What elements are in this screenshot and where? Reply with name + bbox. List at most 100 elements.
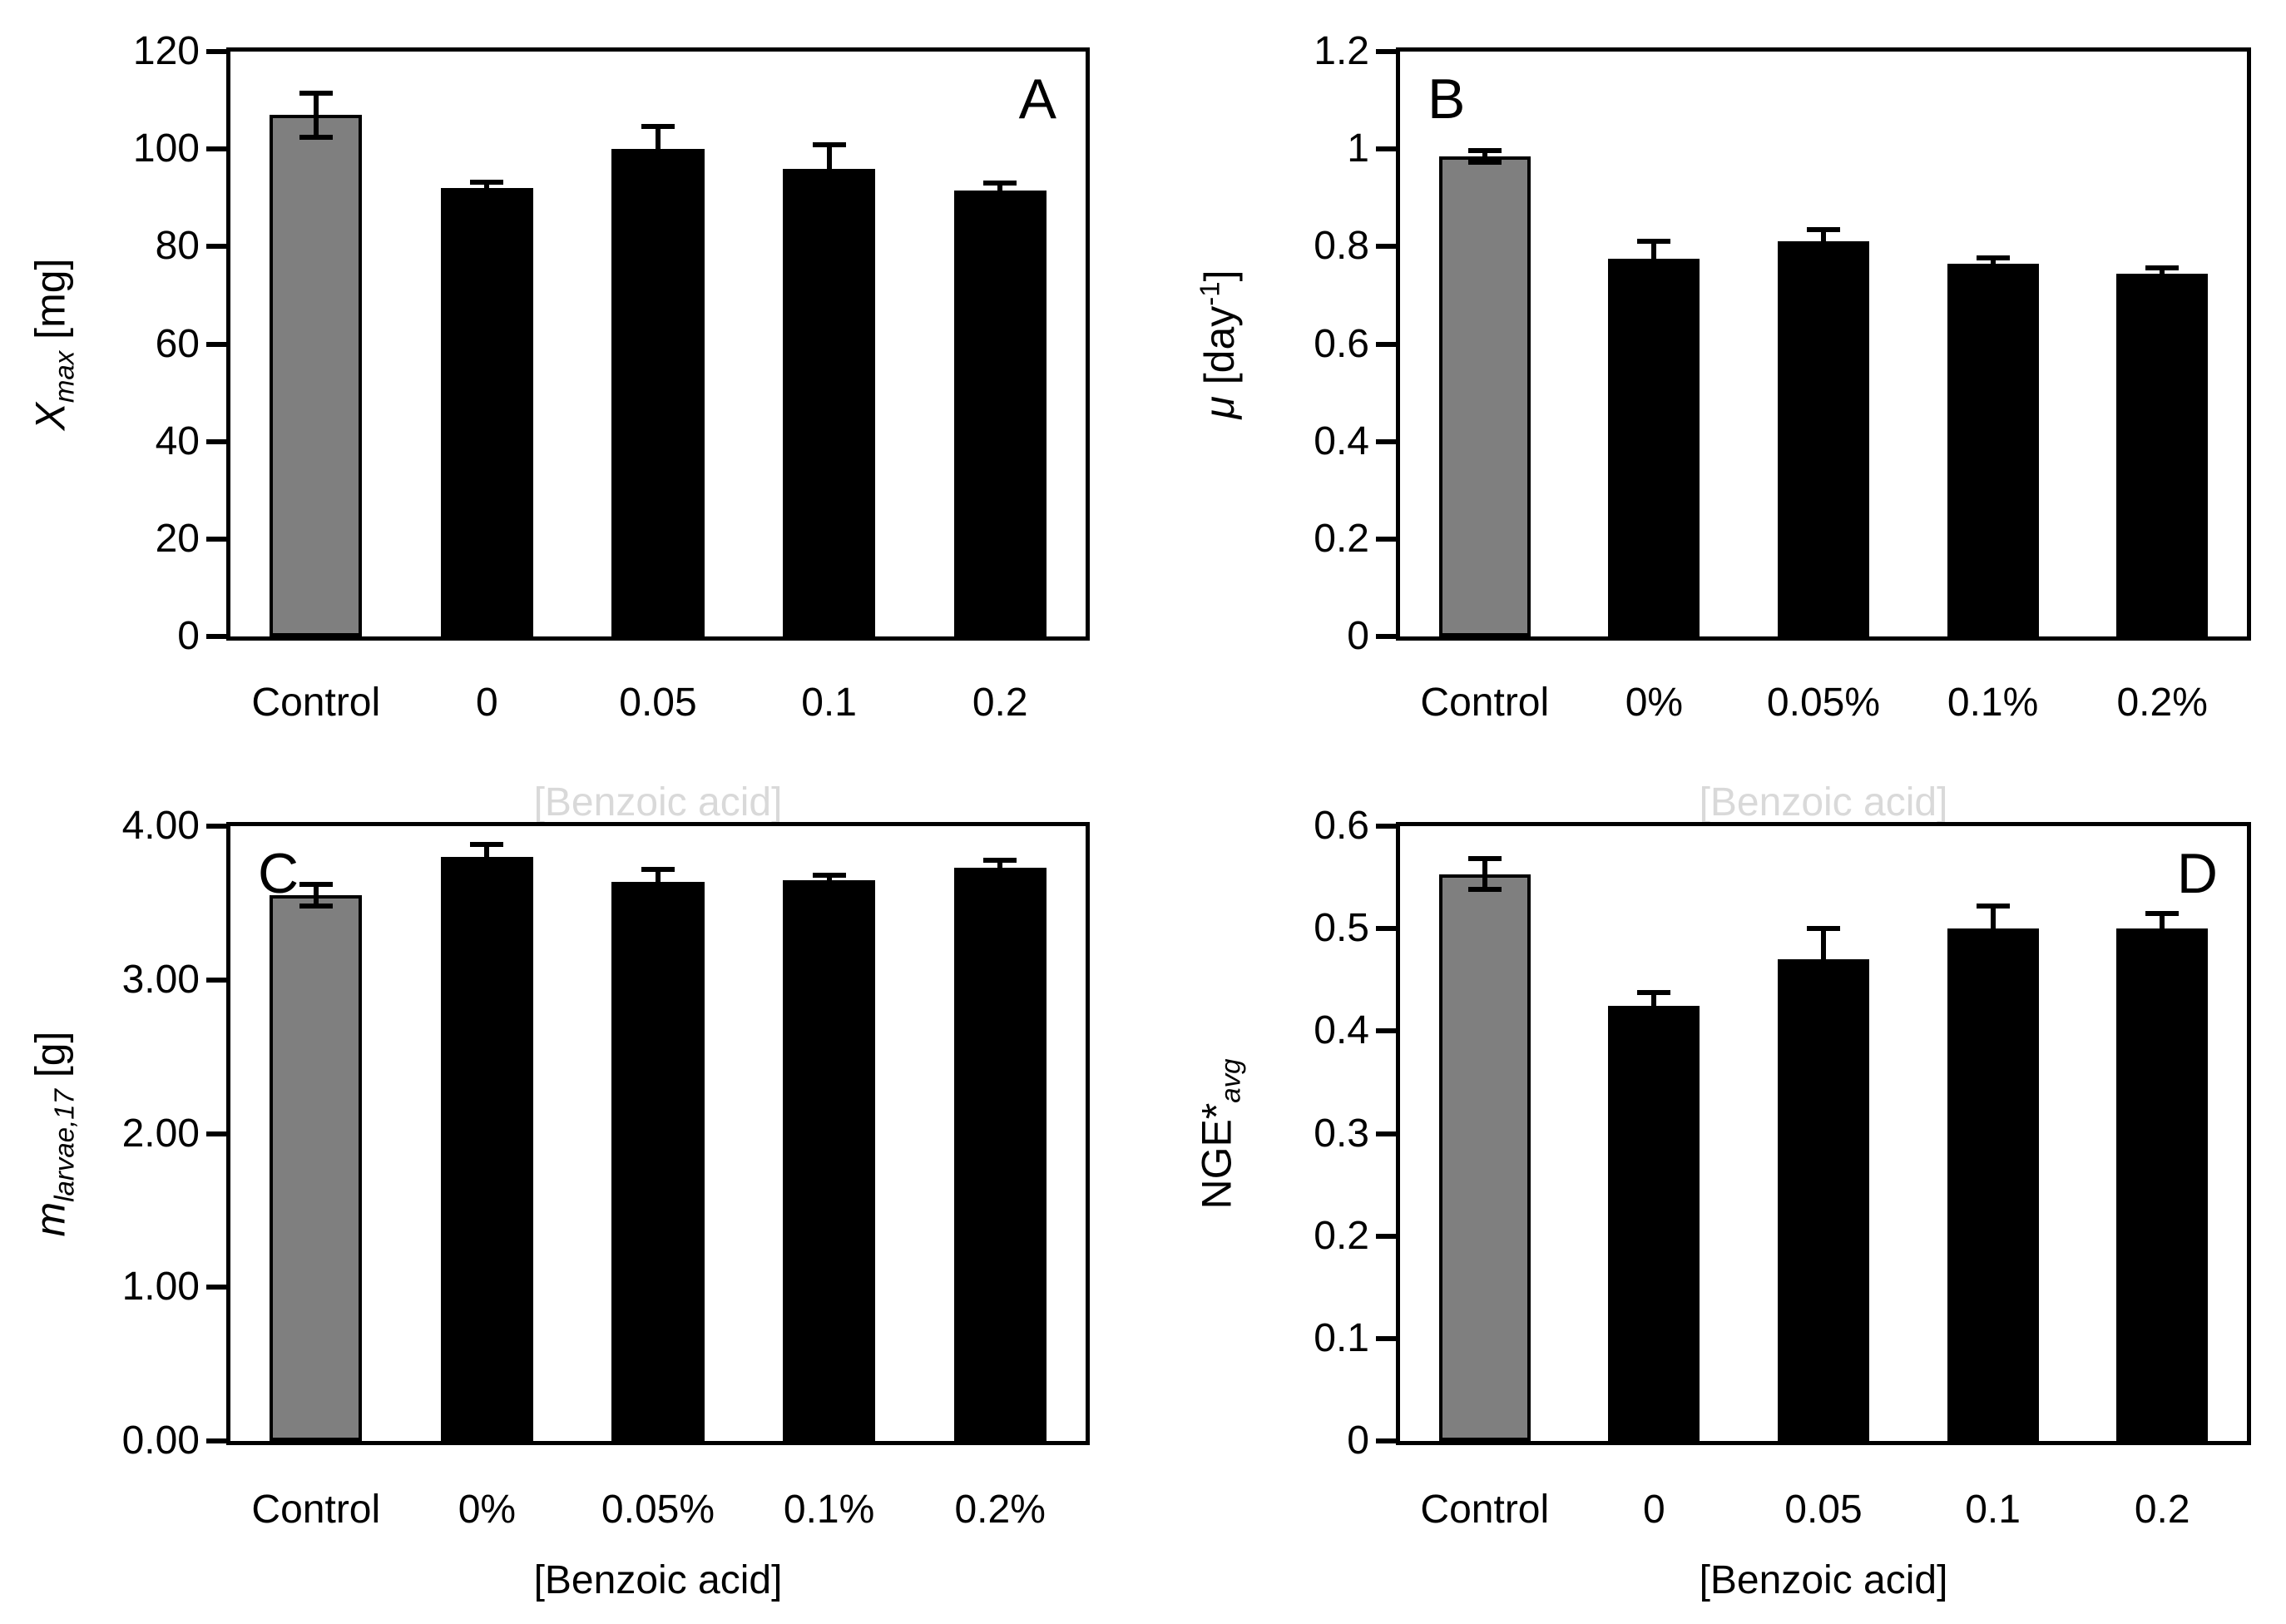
error-bar-C-0.05% bbox=[656, 869, 661, 894]
x-axis-title-B: [Benzoic acid] bbox=[1699, 780, 1948, 824]
panel-B-ytick bbox=[1376, 536, 1396, 542]
error-cap-top-D-0.2 bbox=[2145, 910, 2180, 916]
xtick-label-A-0.05: 0.05 bbox=[619, 681, 697, 725]
panel-B-ytick-label: 0 bbox=[1347, 614, 1369, 658]
error-cap-bottom-D-0.2 bbox=[2145, 941, 2180, 947]
panel-C-ytick bbox=[206, 977, 226, 983]
panel-C-ytick bbox=[206, 824, 226, 829]
error-cap-top-B-0.2% bbox=[2145, 265, 2180, 270]
error-cap-bottom-A-0.1 bbox=[812, 189, 846, 195]
panel-C-ytick-label: 2.00 bbox=[121, 1111, 200, 1156]
error-bar-C-Control bbox=[313, 884, 319, 907]
error-bar-D-0.05 bbox=[1821, 928, 1826, 991]
bar-C-0.1% bbox=[783, 879, 876, 1441]
panel-C-ytick bbox=[206, 1131, 226, 1136]
panel-D-ytick bbox=[1376, 926, 1396, 932]
error-cap-top-B-0.1% bbox=[1976, 255, 2010, 260]
bar-D-Control bbox=[1438, 874, 1531, 1441]
y-axis-label-D: NGE*avg bbox=[1193, 1057, 1245, 1210]
error-bar-B-0.2% bbox=[2160, 267, 2165, 280]
x-axis-title-C: [Benzoic acid] bbox=[533, 1558, 783, 1602]
panel-A-ytick-label: 0 bbox=[177, 614, 200, 658]
error-bar-A-0.2 bbox=[997, 183, 1003, 198]
bar-C-0.2% bbox=[953, 867, 1047, 1441]
error-cap-top-A-0.1 bbox=[812, 142, 846, 148]
xtick-label-C-0.1%: 0.1% bbox=[783, 1488, 875, 1532]
error-cap-bottom-C-0.2% bbox=[983, 873, 1017, 879]
x-axis-title-D: [Benzoic acid] bbox=[1699, 1558, 1948, 1602]
panel-B-ytick bbox=[1376, 634, 1396, 639]
error-bar-D-0.2 bbox=[2160, 913, 2165, 944]
bar-B-0.05% bbox=[1778, 241, 1869, 636]
error-cap-top-A-0 bbox=[470, 180, 504, 185]
panel-A-frame bbox=[226, 47, 1090, 641]
panel-B-ytick-label: 0.6 bbox=[1314, 321, 1369, 366]
panel-B-ytick bbox=[1376, 49, 1396, 54]
xtick-label-D-0.2: 0.2 bbox=[2134, 1488, 2190, 1532]
error-cap-bottom-C-0% bbox=[470, 866, 504, 872]
xtick-label-B-0.05%: 0.05% bbox=[1766, 681, 1881, 725]
error-cap-top-A-0.05 bbox=[641, 124, 675, 130]
panel-B-ytick bbox=[1376, 438, 1396, 444]
panel-letter-A: A bbox=[1018, 67, 1056, 131]
panel-D-ytick bbox=[1376, 824, 1396, 829]
panel-letter-B: B bbox=[1428, 67, 1466, 131]
xtick-label-C-Control: Control bbox=[251, 1488, 381, 1532]
error-cap-top-B-0% bbox=[1637, 239, 1671, 245]
panel-C-frame bbox=[226, 822, 1090, 1445]
panel-C-ytick-label: 3.00 bbox=[121, 957, 200, 1002]
panel-B-ytick bbox=[1376, 244, 1396, 250]
xtick-label-A-0.1: 0.1 bbox=[801, 681, 857, 725]
error-bar-C-0% bbox=[484, 844, 490, 869]
panel-letter-C: C bbox=[258, 842, 299, 905]
bar-C-0% bbox=[440, 856, 533, 1441]
error-cap-bottom-C-0.05% bbox=[641, 891, 675, 897]
xtick-label-C-0.2%: 0.2% bbox=[954, 1488, 1046, 1532]
panel-B-ytick bbox=[1376, 341, 1396, 347]
bar-B-0.1% bbox=[1947, 263, 2039, 636]
panel-D-ytick-label: 0.3 bbox=[1314, 1111, 1369, 1156]
error-cap-bottom-D-0.1 bbox=[1976, 948, 2010, 954]
panel-D-frame bbox=[1396, 822, 2251, 1445]
error-cap-bottom-B-0.2% bbox=[2145, 276, 2180, 282]
error-cap-top-C-0.2% bbox=[983, 857, 1017, 863]
xtick-label-B-Control: Control bbox=[1420, 681, 1550, 725]
xtick-label-B-0.1%: 0.1% bbox=[1947, 681, 2039, 725]
error-cap-bottom-B-0.05% bbox=[1807, 251, 1840, 257]
error-cap-bottom-A-0 bbox=[470, 191, 504, 197]
xtick-label-A-Control: Control bbox=[251, 681, 381, 725]
error-bar-D-Control bbox=[1482, 859, 1487, 890]
xtick-label-B-0.2%: 0.2% bbox=[2116, 681, 2208, 725]
bar-C-0.05% bbox=[611, 881, 705, 1441]
bar-D-0.1 bbox=[1947, 928, 2039, 1441]
y-axis-label-B: μ [day-1] bbox=[1194, 269, 1243, 419]
error-cap-bottom-D-0.05 bbox=[1807, 988, 1840, 993]
bar-B-Control bbox=[1438, 156, 1531, 636]
error-cap-top-D-Control bbox=[1467, 856, 1502, 862]
panel-D-ytick bbox=[1376, 1131, 1396, 1136]
panel-A-ytick bbox=[206, 634, 226, 639]
xtick-label-D-0: 0 bbox=[1643, 1488, 1665, 1532]
error-cap-top-D-0 bbox=[1637, 989, 1671, 995]
panel-C-ytick-label: 1.00 bbox=[121, 1265, 200, 1310]
panel-A-ytick-label: 40 bbox=[155, 418, 200, 463]
xtick-label-A-0: 0 bbox=[476, 681, 498, 725]
panel-A-ytick-label: 120 bbox=[132, 29, 200, 73]
panel-D-ytick-label: 0.5 bbox=[1314, 906, 1369, 951]
panel-B-ytick bbox=[1376, 146, 1396, 152]
y-axis-label-A: Xmax [mg] bbox=[27, 258, 79, 430]
panel-D-ytick-label: 0.2 bbox=[1314, 1213, 1369, 1258]
error-cap-top-B-Control bbox=[1467, 147, 1502, 153]
panel-A-ytick bbox=[206, 341, 226, 347]
bar-A-0.05 bbox=[611, 149, 705, 636]
panel-A-ytick bbox=[206, 146, 226, 152]
panel-A-ytick bbox=[206, 49, 226, 54]
xtick-label-C-0.05%: 0.05% bbox=[601, 1488, 715, 1532]
bar-A-Control bbox=[270, 115, 363, 636]
panel-D-ytick-label: 0.6 bbox=[1314, 804, 1369, 848]
panel-A-ytick-label: 20 bbox=[155, 516, 200, 561]
error-bar-C-0.1% bbox=[826, 875, 832, 885]
panel-D-ytick-label: 0.4 bbox=[1314, 1008, 1369, 1053]
bar-C-Control bbox=[270, 895, 363, 1441]
